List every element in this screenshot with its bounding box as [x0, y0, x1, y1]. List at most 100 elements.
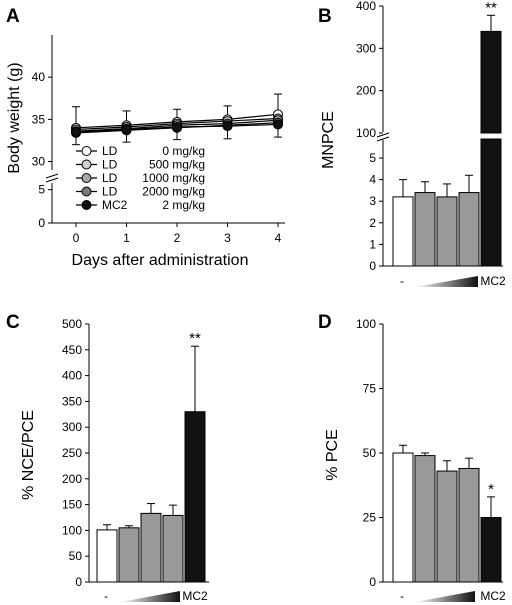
panel-a-ytick-35-label: 35	[32, 112, 46, 126]
panel-b-axis-break	[376, 132, 390, 142]
panel-a-xtick-0-label: 0	[73, 231, 80, 245]
panel-c-xlabel-mc2: MC2	[182, 589, 208, 603]
panel-c-ylabel: % NCE/PCE	[20, 410, 37, 500]
panel-d-bar-0	[392, 452, 414, 583]
panel-d-ytick-25-label: 25	[363, 511, 377, 525]
panel-d-bar-4	[480, 517, 502, 583]
panel-c-ytick-100-label: 100	[62, 523, 82, 537]
panel-c-xlabel-control: -	[104, 589, 108, 603]
panel-b-ytick-0-label: 0	[369, 259, 376, 273]
panel-a-point-s4-2	[172, 121, 182, 132]
panel-b-bar-1	[414, 192, 436, 267]
panel-c-ytick-200-label: 200	[62, 472, 82, 486]
panel-c-dose-wedge	[120, 591, 180, 602]
panel-b-chart: 0 1 2 3 4 5 100 200 300 400 ** - MC2	[356, 0, 506, 288]
panel-a-legend-dose-0: 0 mg/kg	[162, 144, 205, 158]
panel-a-ytick-5-label: 5	[38, 183, 45, 197]
panel-a-xtick-2-label: 2	[174, 231, 181, 245]
panel-d-xlabel-control: -	[400, 589, 404, 603]
panel-b-dose-wedge	[415, 276, 478, 287]
panel-a-point-s4-0	[71, 127, 81, 138]
panel-a-legend-marker-0	[81, 146, 92, 156]
panel-b-ytick-300-label: 300	[356, 41, 376, 55]
panel-b-ytick-4-label: 4	[369, 173, 376, 187]
panel-b-ytick-1-label: 1	[369, 237, 376, 251]
panel-d-bar-2	[436, 470, 458, 583]
panel-d-ylabel: % PCE	[324, 429, 341, 481]
panel-label-c: C	[6, 312, 20, 333]
panel-b-bar-4-upper	[480, 30, 502, 134]
panel-a-legend-name-1: LD	[102, 158, 118, 172]
panel-c-ytick-500-label: 500	[62, 317, 82, 331]
panel-c-ytick-450-label: 450	[62, 343, 82, 357]
panel-c-bar-1	[118, 527, 140, 583]
panel-a-legend-dose-4: 2 mg/kg	[162, 198, 205, 212]
panel-a-legend-dose-3: 2000 mg/kg	[142, 185, 205, 199]
panel-b-ytick-100-label: 100	[356, 126, 376, 140]
panel-c-chart: 0 50 100 150 200 250 300 350 400 450 500 ** - MC2	[62, 317, 209, 603]
panel-c-ytick-50-label: 50	[69, 549, 83, 563]
panel-d-ytick-50-label: 50	[363, 446, 377, 460]
panel-a-legend-marker-1	[81, 159, 92, 170]
panel-a-legend-name-4: MC2	[102, 198, 128, 212]
panel-c-ytick-400-label: 400	[62, 369, 82, 383]
panel-a-legend-marker-4	[81, 200, 92, 210]
panel-c-ytick-250-label: 250	[62, 446, 82, 460]
panel-b-ytick-200-label: 200	[356, 84, 376, 98]
panel-b-axis-break-gap	[377, 132, 389, 140]
panel-a-ylabel: Body weight (g)	[6, 62, 23, 173]
panel-b-ytick-3-label: 3	[369, 194, 376, 208]
panel-b-ytick-5-label: 5	[369, 151, 376, 165]
panel-c-bar-4	[184, 411, 206, 583]
panel-c-significance: **	[189, 330, 201, 347]
panel-a-axis-break-gap	[46, 173, 58, 181]
panel-b-xlabel-control: -	[400, 274, 404, 288]
panel-label-b: B	[318, 6, 332, 27]
panel-a-legend-name-0: LD	[102, 144, 118, 158]
panel-b-bar-2	[436, 196, 458, 267]
panel-a-ytick-30-label: 30	[32, 155, 46, 169]
panel-a-point-s4-4	[273, 119, 283, 130]
panel-c-bar-2	[140, 512, 162, 583]
panel-a-ytick-0-label: 0	[38, 216, 45, 230]
panel-a-chart: 30 35 40 0 5 0 1 2 3 4 LD 0 mg/kg LD 500 mg/kg LD 1000 …	[32, 35, 285, 245]
panel-a-legend-name-3: LD	[102, 185, 118, 199]
panel-c-ytick-350-label: 350	[62, 394, 82, 408]
panel-a-xlabel: Days after administration	[72, 252, 249, 269]
panel-d-significance: *	[488, 481, 494, 498]
panel-b-ytick-2-label: 2	[369, 216, 376, 230]
panel-c-ytick-300-label: 300	[62, 420, 82, 434]
panel-b-significance: **	[485, 0, 497, 16]
panel-b-xlabel-mc2: MC2	[480, 274, 506, 288]
panel-a-point-s4-1	[121, 124, 132, 135]
panel-a-legend-marker-3	[81, 186, 92, 197]
panel-a-axis-break	[45, 173, 59, 183]
panel-d-dose-wedge	[415, 591, 475, 602]
panel-a-xtick-1-label: 1	[123, 231, 130, 245]
panel-d-ytick-100-label: 100	[356, 317, 376, 331]
panel-b-bar-3	[458, 192, 480, 267]
panel-a-xtick-3-label: 3	[224, 231, 231, 245]
panel-label-d: D	[318, 312, 332, 333]
panel-c-bar-3	[162, 514, 184, 583]
panel-a-legend-name-2: LD	[102, 171, 118, 185]
panel-d-xlabel-mc2: MC2	[480, 589, 506, 603]
panel-a-legend-marker-2	[81, 173, 92, 183]
panel-label-a: A	[6, 6, 20, 27]
panel-c-bar-0	[96, 529, 118, 583]
panel-a-ytick-40-label: 40	[32, 70, 46, 84]
panel-b-bar-0	[392, 196, 414, 267]
panel-a-xtick-4-label: 4	[275, 231, 282, 245]
panel-c-ytick-0-label: 0	[75, 575, 82, 589]
panel-d-chart: 0 25 50 75 100 * - MC2	[356, 317, 506, 603]
panel-c-ytick-150-label: 150	[62, 498, 82, 512]
panel-b-bar-4-lower	[480, 138, 502, 267]
panel-b-ylabel: MNPCE	[320, 111, 337, 169]
panel-d-bar-1	[414, 455, 436, 583]
panel-d-bar-3	[458, 467, 480, 583]
panel-d-ytick-0-label: 0	[369, 575, 376, 589]
panel-a-legend-dose-1: 500 mg/kg	[149, 158, 205, 172]
panel-b-ytick-400-label: 400	[356, 0, 376, 13]
panel-a-point-s4-3	[222, 121, 233, 132]
